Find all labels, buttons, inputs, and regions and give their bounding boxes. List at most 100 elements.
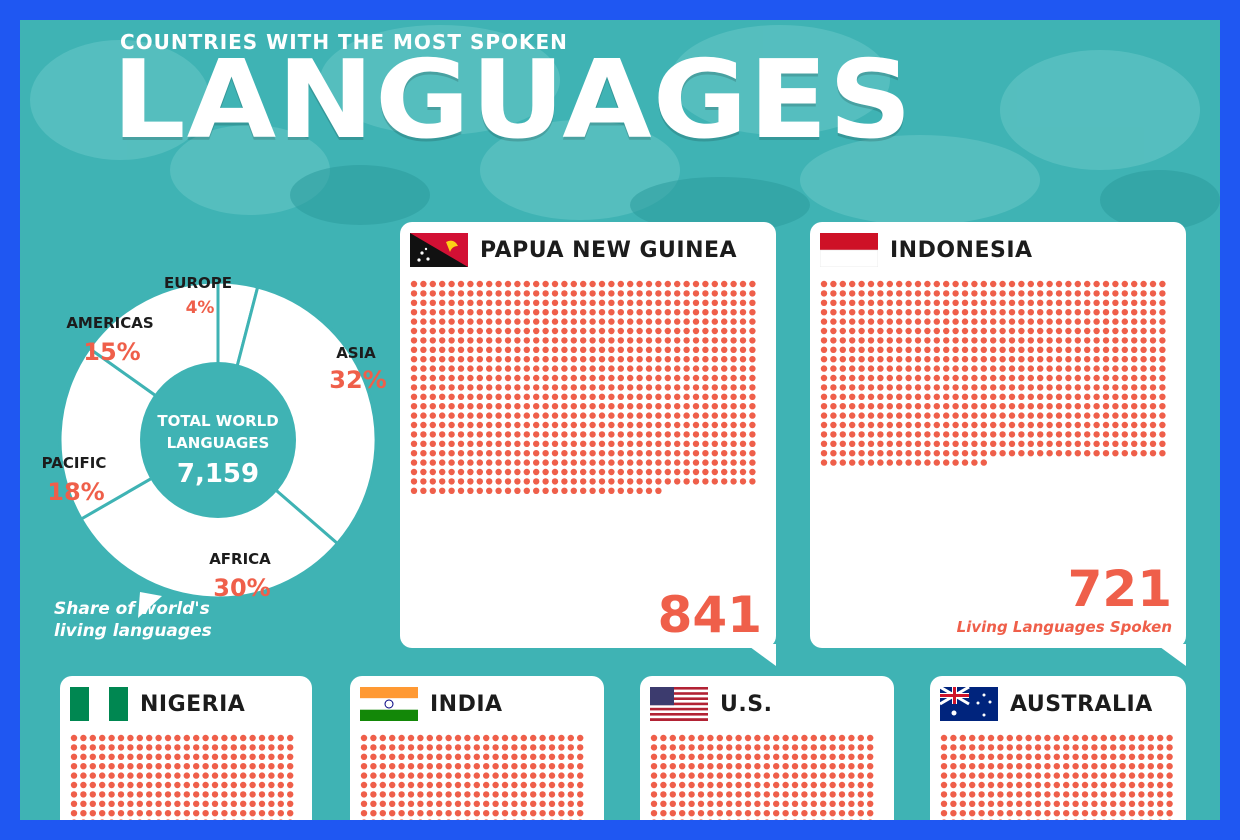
language-dot — [80, 772, 87, 779]
language-dot — [420, 403, 427, 410]
language-dot — [533, 421, 540, 429]
language-dot — [277, 781, 284, 789]
language-dot — [697, 772, 705, 779]
language-dot — [222, 819, 227, 820]
language-dot — [707, 772, 714, 779]
papua-new-guinea-flag — [410, 233, 468, 267]
language-dot — [617, 374, 624, 382]
language-dot — [608, 280, 615, 288]
language-dot — [707, 744, 714, 751]
language-dot — [782, 763, 789, 770]
language-dot — [203, 819, 208, 820]
language-dot — [1016, 781, 1023, 789]
language-dot — [439, 384, 446, 391]
language-dot — [979, 819, 984, 820]
language-dot — [504, 337, 512, 344]
language-dot — [848, 772, 855, 779]
language-dot — [439, 299, 446, 306]
language-dot — [627, 450, 634, 457]
language-dot — [1102, 450, 1110, 457]
language-dot — [739, 318, 747, 325]
language-dot — [711, 327, 718, 335]
language-dot — [1121, 450, 1128, 457]
language-dot — [580, 421, 587, 429]
language-dot — [730, 431, 737, 438]
language-dot — [166, 819, 170, 820]
language-dot — [1065, 299, 1072, 306]
language-dot — [457, 393, 465, 400]
language-dot — [486, 468, 493, 476]
donut-total: 7,159 — [177, 459, 259, 489]
language-dot — [533, 487, 540, 494]
language-dot — [933, 290, 940, 297]
language-dot — [1065, 440, 1072, 447]
language-dot — [1018, 412, 1025, 419]
language-dot — [1092, 819, 1097, 820]
language-dot — [1159, 374, 1166, 382]
card-header: AUSTRALIA — [940, 686, 1153, 722]
language-dot — [867, 309, 875, 316]
language-dot — [221, 744, 228, 751]
language-dot — [568, 819, 573, 820]
language-dot — [1121, 421, 1128, 429]
language-dot — [598, 299, 606, 306]
language-dot — [598, 365, 606, 372]
language-dot — [561, 365, 568, 372]
language-dot — [961, 356, 969, 363]
language-dot — [548, 800, 556, 807]
language-dot — [627, 431, 634, 438]
country-card-indonesia: INDONESIA 721 Living Languages Spoken — [810, 222, 1186, 648]
language-dot — [598, 431, 606, 438]
language-dot — [1100, 763, 1107, 770]
language-dot — [1018, 299, 1025, 306]
language-dot — [473, 791, 480, 798]
language-dot — [457, 365, 465, 372]
language-dot — [971, 337, 978, 344]
language-dot — [692, 337, 700, 344]
language-dot — [1016, 734, 1023, 742]
language-dot — [570, 478, 577, 485]
language-dot — [486, 487, 493, 494]
language-dot — [905, 459, 912, 466]
language-dot — [1065, 356, 1072, 363]
language-dot — [407, 772, 415, 779]
language-dot — [211, 800, 219, 807]
language-dot — [773, 800, 780, 807]
language-dot — [688, 734, 695, 742]
language-dot — [1149, 403, 1157, 410]
language-dot — [420, 365, 427, 372]
language-dot — [980, 299, 987, 306]
language-dot — [645, 280, 653, 288]
language-dot — [749, 459, 756, 466]
language-dot — [959, 763, 966, 770]
language-dot — [692, 356, 700, 363]
language-dot — [627, 299, 634, 306]
language-dot — [551, 299, 559, 306]
language-dot — [1046, 374, 1053, 382]
language-dot — [1065, 450, 1072, 457]
language-dot — [1084, 421, 1091, 429]
language-dot — [735, 734, 742, 742]
language-dot — [1159, 337, 1166, 344]
language-dot — [943, 431, 950, 438]
language-dot — [483, 744, 490, 751]
language-dot — [636, 468, 643, 476]
donut-label-europe: EUROPE — [164, 274, 232, 292]
language-dot — [773, 734, 780, 742]
language-dot — [858, 431, 865, 438]
language-dot — [193, 744, 200, 751]
language-dot — [739, 280, 747, 288]
language-dot — [420, 478, 427, 485]
language-dot — [146, 810, 153, 817]
language-dot — [287, 810, 294, 817]
language-dot — [950, 753, 957, 760]
language-dot — [905, 384, 912, 391]
language-dot — [1046, 318, 1053, 325]
language-dot — [1102, 431, 1110, 438]
language-dot — [971, 459, 978, 466]
language-dot — [1018, 290, 1025, 297]
language-dot — [716, 772, 723, 779]
language-dot — [608, 309, 615, 316]
language-dot — [426, 744, 433, 751]
language-dot — [702, 431, 709, 438]
